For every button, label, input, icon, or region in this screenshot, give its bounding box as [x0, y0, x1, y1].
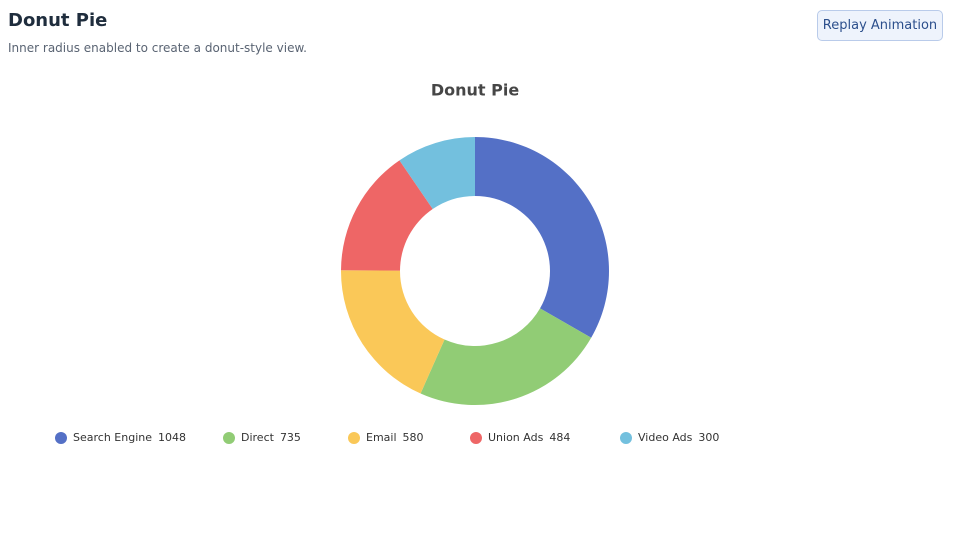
legend-marker	[470, 432, 482, 444]
legend-label: Search Engine	[73, 431, 152, 444]
legend-label: Email	[366, 431, 397, 444]
slice	[420, 308, 592, 405]
legend-value: 1048	[158, 431, 186, 444]
page-title: Donut Pie	[8, 10, 108, 31]
legend-value: 300	[698, 431, 719, 444]
slice	[475, 137, 609, 338]
replay-button[interactable]: Replay Animation	[817, 10, 943, 41]
slice	[341, 160, 433, 271]
legend-marker	[223, 432, 235, 444]
legend-value: 484	[549, 431, 570, 444]
legend-marker	[348, 432, 360, 444]
slice	[341, 270, 445, 394]
legend-label: Video Ads	[638, 431, 693, 444]
legend-marker	[55, 432, 67, 444]
legend-value: 735	[280, 431, 301, 444]
legend-value: 580	[403, 431, 424, 444]
legend-label: Union Ads	[488, 431, 544, 444]
page-subtitle: Inner radius enabled to create a donut-s…	[8, 41, 307, 55]
legend-marker	[620, 432, 632, 444]
chart-title: Donut Pie	[431, 81, 519, 100]
legend-label: Direct	[241, 431, 275, 444]
slice	[399, 137, 475, 210]
